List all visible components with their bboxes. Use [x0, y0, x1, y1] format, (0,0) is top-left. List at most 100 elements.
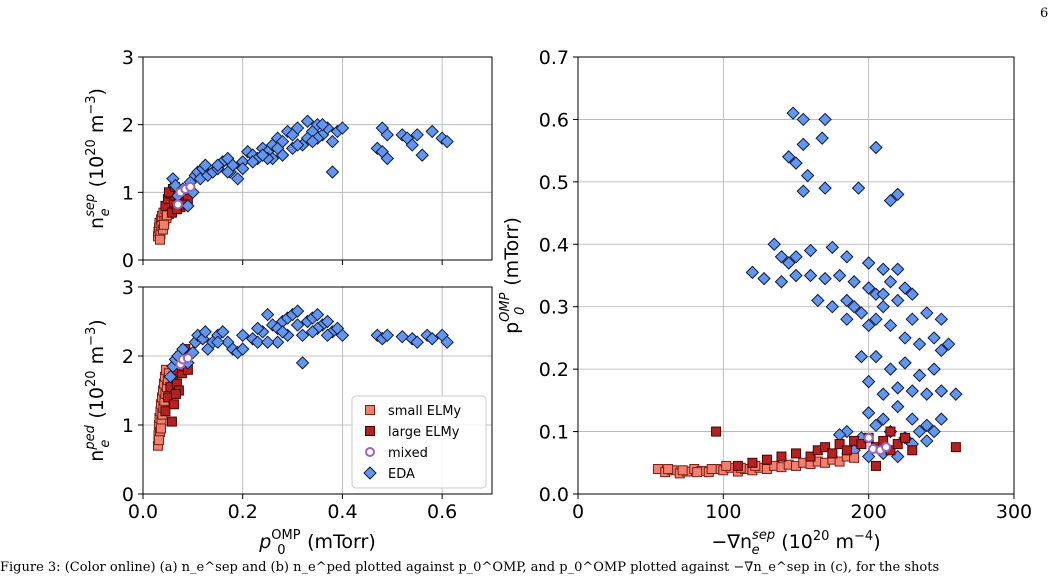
y-tick-label: 0.3 — [539, 297, 569, 319]
data-point — [892, 439, 903, 450]
data-point — [900, 432, 910, 443]
data-point — [692, 467, 703, 478]
data-point — [820, 442, 831, 453]
data-point — [711, 426, 722, 437]
x-tick-label: 300 — [996, 501, 1032, 523]
data-point — [905, 412, 919, 426]
data-point — [425, 124, 439, 139]
data-point — [854, 349, 869, 364]
data-point — [905, 384, 919, 398]
data-point — [920, 306, 934, 320]
data-point — [791, 448, 801, 459]
data-point — [789, 250, 803, 264]
data-point — [856, 439, 867, 450]
data-point — [310, 307, 325, 322]
data-point — [851, 181, 866, 195]
data-point — [155, 423, 166, 434]
data-point — [745, 265, 760, 280]
data-point — [907, 445, 918, 456]
data-point — [260, 335, 275, 349]
data-point — [841, 445, 852, 456]
data-point — [216, 325, 230, 339]
data-point — [876, 300, 890, 314]
data-point — [325, 165, 340, 179]
data-point — [250, 321, 265, 336]
legend-label: EDA — [388, 467, 415, 482]
data-point — [800, 168, 815, 183]
data-point — [885, 426, 896, 437]
y-tick-label: 0.4 — [539, 234, 569, 256]
data-point — [941, 337, 956, 351]
series-mixed — [175, 353, 193, 370]
data-point — [706, 464, 717, 475]
data-point — [861, 374, 876, 389]
data-point — [849, 452, 860, 463]
data-point — [305, 325, 320, 339]
y-axis-label: nsepe (1020 m−3) — [83, 88, 113, 229]
data-point — [153, 435, 164, 446]
legend-label: small ELMy — [388, 404, 461, 419]
data-point — [380, 328, 395, 343]
data-point — [869, 312, 883, 326]
data-point — [796, 112, 810, 127]
data-point — [166, 416, 177, 427]
data-point — [840, 312, 854, 326]
x-tick-label: 0.0 — [128, 501, 158, 523]
data-point — [815, 131, 829, 145]
data-point — [876, 262, 890, 276]
data-point — [811, 293, 825, 308]
data-point — [927, 424, 941, 439]
x-tick-label: 0.2 — [228, 501, 258, 523]
data-point — [154, 234, 165, 245]
y-tick-label: 0.0 — [539, 484, 569, 506]
data-point — [786, 106, 800, 120]
legend-marker — [365, 405, 375, 415]
y-tick-label: 0.6 — [539, 109, 569, 131]
data-point — [236, 342, 250, 356]
data-point — [320, 314, 335, 329]
data-point — [677, 465, 688, 476]
data-point — [290, 304, 305, 318]
y-tick-label: 0.5 — [539, 172, 569, 194]
data-point — [782, 256, 796, 270]
data-point — [275, 325, 290, 339]
data-point — [876, 412, 890, 426]
y-tick-label: 2 — [122, 346, 134, 368]
data-point — [905, 287, 919, 301]
plot-right: 0 100 200 300 0.0 0.1 0.2 0.3 0.4 0.5 0.6 0.7 pOMP0 … — [498, 47, 1032, 558]
data-point — [767, 237, 781, 251]
legend: small ELMy large ELMy mixed EDA — [351, 395, 487, 489]
data-point — [168, 399, 179, 410]
data-point — [295, 328, 310, 343]
data-point — [410, 128, 424, 142]
x-tick-label: 100 — [705, 501, 741, 523]
y-tick-label: 2 — [122, 115, 134, 137]
data-point — [920, 387, 934, 401]
legend-label: mixed — [388, 446, 428, 461]
data-point — [870, 460, 881, 471]
data-point — [160, 406, 171, 417]
data-point — [305, 134, 320, 149]
y-tick-label: 3 — [122, 277, 134, 299]
data-point — [861, 406, 876, 420]
data-point — [757, 271, 771, 286]
data-point — [300, 114, 315, 128]
y-tick-label: 0 — [122, 484, 134, 506]
data-point — [732, 460, 743, 471]
data-point — [934, 312, 949, 326]
data-point — [934, 343, 949, 358]
data-point — [163, 369, 178, 384]
data-point — [221, 165, 235, 179]
data-point — [796, 137, 810, 152]
data-point — [869, 349, 883, 364]
data-point — [861, 281, 876, 295]
data-point — [912, 368, 927, 383]
data-point — [898, 281, 912, 295]
data-point — [163, 187, 174, 198]
plot-top-left: 0 1 2 3 nsepe (1020 m−3) — [83, 47, 493, 272]
data-point — [883, 275, 898, 289]
data-point — [803, 268, 818, 283]
data-point — [776, 451, 787, 462]
data-point — [854, 306, 869, 320]
data-point — [211, 158, 225, 172]
